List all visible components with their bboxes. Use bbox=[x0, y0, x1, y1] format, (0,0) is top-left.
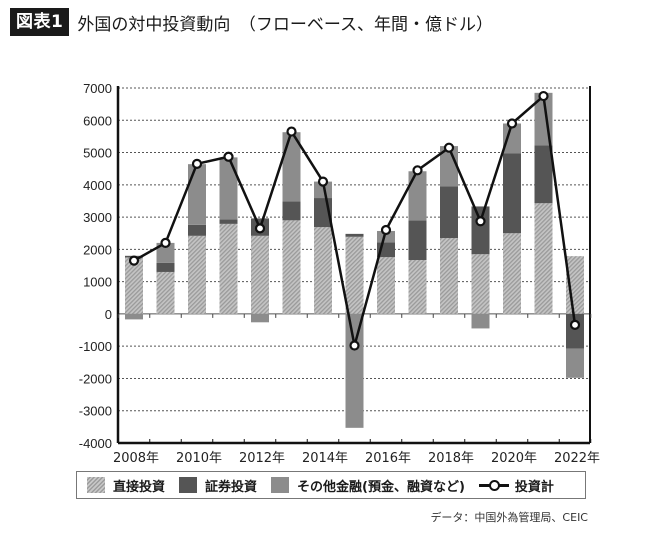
bar-segment bbox=[314, 227, 332, 314]
y-tick-label: 2000 bbox=[83, 242, 112, 257]
total-marker bbox=[412, 165, 423, 176]
legend-item-direct: 直接投資 bbox=[87, 476, 165, 495]
total-marker bbox=[538, 90, 549, 102]
bar-segment bbox=[408, 260, 427, 314]
legend-label: 直接投資 bbox=[113, 479, 166, 495]
x-tick-label: 2012年 bbox=[239, 451, 285, 466]
chart-title: 外国の対中投資動向 （フローベース、年間・億ドル） bbox=[77, 14, 493, 35]
bar-segment bbox=[440, 238, 458, 314]
bar-segment bbox=[156, 242, 175, 263]
bar-segment bbox=[377, 257, 395, 314]
bar-segment bbox=[345, 233, 364, 237]
y-tick-label: 0 bbox=[105, 307, 112, 322]
y-axis-labels: 7000 6000 5000 4000 3000 2000 1000 0 -1000 -2000 -… bbox=[79, 81, 112, 451]
bar-segment bbox=[534, 145, 553, 204]
bar-segment bbox=[282, 201, 301, 221]
total-marker bbox=[443, 142, 455, 153]
bar-segment bbox=[188, 224, 206, 236]
bar-segment bbox=[251, 313, 269, 323]
bar-segment bbox=[345, 236, 364, 314]
bar-segment bbox=[566, 348, 584, 378]
y-tick-label: -2000 bbox=[79, 371, 112, 386]
bar-segment bbox=[156, 271, 175, 314]
bar-segment bbox=[125, 257, 143, 314]
x-axis-labels: 2008年 2010年 2012年 2014年 2016年 2018年 2020年 2022年 bbox=[113, 451, 600, 466]
bar-segment bbox=[408, 171, 427, 221]
bar-segment bbox=[408, 220, 427, 261]
legend-item-total: 投資計 bbox=[478, 476, 554, 495]
total-marker bbox=[380, 224, 392, 236]
bar-segment bbox=[471, 206, 490, 255]
bar-segment bbox=[156, 262, 175, 272]
total-marker bbox=[160, 237, 171, 249]
total-marker bbox=[128, 255, 140, 266]
total-marker bbox=[349, 340, 360, 351]
y-tick-label: -1000 bbox=[79, 339, 112, 354]
y-tick-label: 3000 bbox=[83, 210, 112, 225]
bar-segment bbox=[534, 203, 553, 314]
x-tick-label: 2008年 bbox=[113, 451, 159, 466]
bar-segment bbox=[188, 235, 206, 314]
y-tick-label: -3000 bbox=[79, 404, 112, 419]
y-tick-label: 1000 bbox=[83, 275, 112, 290]
hatched-swatch-icon bbox=[87, 477, 105, 493]
bar-segment bbox=[219, 219, 238, 224]
y-tick-label: 5000 bbox=[83, 146, 112, 161]
bar-segment bbox=[125, 313, 143, 320]
total-marker bbox=[317, 176, 329, 187]
x-tick-label: 2018年 bbox=[428, 451, 474, 466]
x-tick-label: 2020年 bbox=[491, 451, 537, 466]
bar-segment bbox=[471, 313, 490, 329]
bars bbox=[125, 92, 584, 428]
dark-swatch-icon bbox=[179, 477, 198, 493]
bar-segment bbox=[188, 164, 206, 225]
title-row: 図表1 外国の対中投資動向 （フローベース、年間・億ドル） bbox=[10, 8, 493, 36]
bar-segment bbox=[251, 235, 269, 314]
bar-segment bbox=[503, 153, 521, 234]
legend-label: 証券投資 bbox=[205, 479, 258, 495]
total-marker bbox=[475, 216, 486, 227]
bar-segment bbox=[503, 233, 521, 314]
source-note: データ：中国外為管理局、CEIC bbox=[430, 511, 588, 524]
y-tick-label: 6000 bbox=[83, 113, 112, 128]
bar-segment bbox=[471, 254, 490, 314]
bar-segment bbox=[345, 313, 364, 428]
x-tick-label: 2022年 bbox=[554, 451, 600, 466]
legend-label: その他金融(預金、融資など) bbox=[297, 479, 465, 495]
bar-segment bbox=[282, 220, 301, 314]
total-marker bbox=[569, 319, 581, 330]
x-tick-label: 2010年 bbox=[176, 451, 222, 466]
bar-segment bbox=[503, 123, 521, 154]
bar-segment bbox=[314, 181, 332, 199]
bar-segment bbox=[219, 223, 238, 314]
axes bbox=[116, 86, 592, 445]
x-tick-label: 2014年 bbox=[302, 451, 348, 466]
total-marker bbox=[223, 151, 234, 162]
bar-segment bbox=[219, 157, 238, 220]
gray-swatch-icon bbox=[271, 477, 290, 493]
total-marker bbox=[286, 126, 297, 137]
total-line bbox=[128, 90, 581, 351]
y-tick-label: 7000 bbox=[83, 81, 112, 96]
legend-label: 投資計 bbox=[514, 479, 554, 495]
legend-item-other: その他金融(預金、融資など) bbox=[271, 476, 465, 495]
bar-segment bbox=[377, 230, 395, 243]
bar-segment bbox=[440, 186, 458, 239]
legend-item-portfolio: 証券投資 bbox=[179, 476, 257, 495]
line-marker-icon bbox=[478, 477, 509, 493]
x-tick-label: 2016年 bbox=[365, 451, 411, 466]
total-marker bbox=[254, 223, 266, 234]
y-tick-label: -4000 bbox=[79, 436, 112, 451]
total-marker bbox=[506, 118, 518, 129]
figure-badge: 図表1 bbox=[10, 8, 70, 36]
y-tick-label: 4000 bbox=[83, 178, 112, 193]
bar-segment bbox=[282, 132, 301, 202]
legend: 直接投資 証券投資 その他金融(預金、融資など) 投資計 bbox=[76, 471, 586, 499]
total-marker bbox=[191, 158, 203, 169]
